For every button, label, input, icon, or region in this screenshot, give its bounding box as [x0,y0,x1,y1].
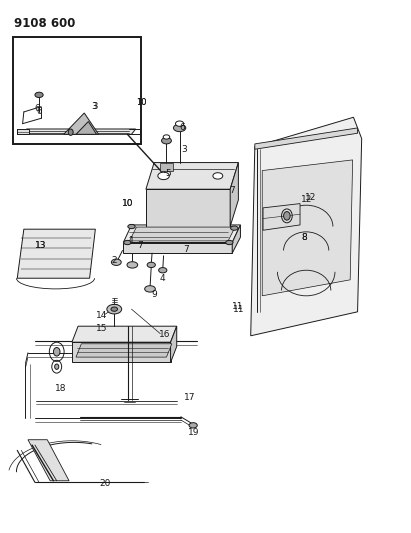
Ellipse shape [147,262,155,268]
Ellipse shape [213,173,223,179]
Polygon shape [230,163,238,227]
Ellipse shape [111,259,121,265]
Polygon shape [255,128,358,149]
Text: 13: 13 [35,241,46,249]
Polygon shape [146,163,238,189]
Text: 7: 7 [138,241,143,249]
Text: 6: 6 [36,108,42,116]
Ellipse shape [124,240,131,245]
Text: 6: 6 [180,124,185,132]
Ellipse shape [128,224,135,229]
Text: 3: 3 [91,102,97,110]
Polygon shape [72,342,171,362]
Text: 15: 15 [96,324,108,333]
Polygon shape [123,225,240,243]
Polygon shape [28,440,69,481]
Ellipse shape [111,307,118,311]
Polygon shape [232,225,240,253]
Text: 6: 6 [34,104,40,113]
Text: 9: 9 [152,290,157,298]
Text: 16: 16 [159,330,170,339]
Bar [13,37,141,144]
Ellipse shape [158,172,169,180]
Text: 20: 20 [99,480,111,488]
Text: 10: 10 [122,199,133,208]
Text: 12: 12 [300,196,312,204]
Circle shape [55,364,59,369]
Text: 11: 11 [232,302,243,311]
Text: 4: 4 [159,274,165,282]
Text: 9108 600: 9108 600 [14,17,76,30]
Ellipse shape [175,121,184,126]
Text: 7: 7 [183,245,189,254]
Text: 5: 5 [165,169,171,178]
Polygon shape [171,326,177,362]
Text: 13: 13 [35,241,46,249]
Text: 7: 7 [229,187,235,195]
Text: 10: 10 [122,199,133,208]
Polygon shape [251,117,362,336]
Polygon shape [76,344,172,357]
Ellipse shape [145,286,155,292]
Circle shape [68,129,73,135]
Polygon shape [146,189,230,227]
Text: 10: 10 [136,98,146,107]
Polygon shape [23,129,136,134]
Polygon shape [17,129,29,134]
Text: 11: 11 [233,305,245,313]
Ellipse shape [127,262,138,268]
Circle shape [284,212,290,220]
Ellipse shape [107,304,122,314]
Text: 8: 8 [301,233,307,241]
Polygon shape [72,326,177,342]
Polygon shape [129,227,235,241]
Text: 3: 3 [181,146,187,154]
Polygon shape [17,229,95,278]
Circle shape [53,348,60,356]
Ellipse shape [159,268,167,273]
Ellipse shape [162,138,171,144]
Ellipse shape [226,240,233,245]
Text: 1: 1 [129,237,134,245]
Text: 14: 14 [96,311,108,320]
Polygon shape [160,163,173,171]
Ellipse shape [35,92,43,98]
Ellipse shape [163,135,170,139]
Polygon shape [76,122,97,134]
Text: 3: 3 [92,102,97,111]
Polygon shape [263,204,300,230]
Ellipse shape [231,226,238,230]
Text: 8: 8 [301,233,307,241]
Ellipse shape [173,124,186,132]
Text: 2: 2 [111,256,117,265]
Text: 18: 18 [55,384,67,392]
Polygon shape [262,160,353,296]
Polygon shape [64,113,99,134]
Ellipse shape [189,423,197,428]
Text: 19: 19 [188,429,200,437]
Text: 17: 17 [184,393,196,401]
Text: 12: 12 [305,193,316,201]
Text: 10: 10 [136,98,147,107]
Polygon shape [123,243,232,253]
